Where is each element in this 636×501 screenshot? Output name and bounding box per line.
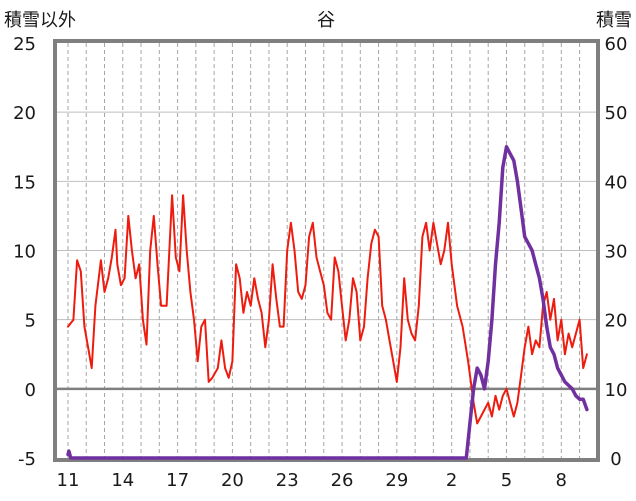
right-tick-label: 0 bbox=[610, 449, 621, 470]
x-tick-label: 11 bbox=[57, 470, 80, 491]
x-tick-label: 17 bbox=[166, 470, 189, 491]
right-tick-label: 40 bbox=[605, 172, 628, 193]
right-axis-label: 積雪 bbox=[596, 10, 632, 31]
left-axis-series-line bbox=[67, 194, 588, 425]
left-tick-label: 20 bbox=[13, 103, 36, 124]
x-tick-label: 2 bbox=[446, 470, 457, 491]
x-tick-label: 8 bbox=[556, 470, 567, 491]
right-tick-label: 10 bbox=[605, 380, 628, 401]
x-axis-ticks: 11 14 17 20 23 26 29 2 5 8 bbox=[57, 470, 568, 491]
x-tick-label: 29 bbox=[385, 470, 408, 491]
x-tick-label: 26 bbox=[331, 470, 354, 491]
left-tick-label: 0 bbox=[25, 380, 36, 401]
left-tick-label: 15 bbox=[13, 172, 36, 193]
right-tick-label: 60 bbox=[605, 34, 628, 55]
right-tick-label: 20 bbox=[605, 311, 628, 332]
left-axis-label: 積雪以外 bbox=[4, 10, 76, 31]
right-axis-series-line bbox=[66, 145, 589, 460]
left-tick-label: 25 bbox=[13, 34, 36, 55]
right-tick-label: 50 bbox=[605, 103, 628, 124]
left-axis-ticks: -5 0 5 10 15 20 25 bbox=[13, 34, 36, 470]
x-tick-label: 20 bbox=[221, 470, 244, 491]
right-axis-ticks: 0 10 20 30 40 50 60 bbox=[605, 34, 628, 470]
left-tick-label: 5 bbox=[25, 311, 36, 332]
right-tick-label: 30 bbox=[605, 242, 628, 263]
chart-title: 谷 bbox=[317, 10, 335, 31]
x-tick-label: 5 bbox=[501, 470, 512, 491]
left-tick-label: -5 bbox=[18, 449, 36, 470]
x-tick-label: 23 bbox=[276, 470, 299, 491]
left-tick-label: 10 bbox=[13, 242, 36, 263]
series-group bbox=[66, 145, 589, 460]
x-tick-label: 14 bbox=[111, 470, 134, 491]
